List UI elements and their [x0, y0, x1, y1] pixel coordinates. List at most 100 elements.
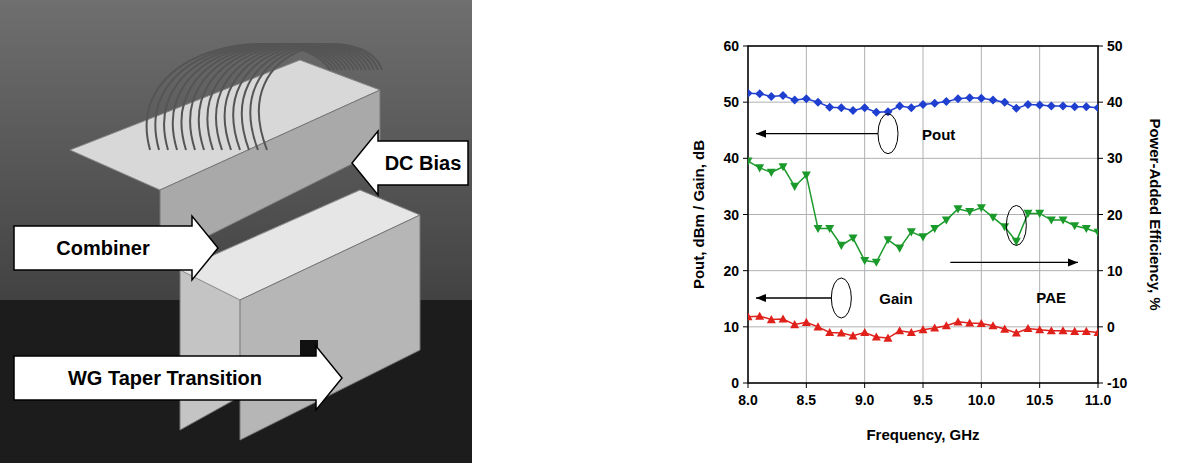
annotation-arrowhead [756, 130, 766, 138]
y-tick-label: 60 [723, 38, 739, 54]
series-marker [860, 328, 869, 336]
series-marker [942, 97, 951, 106]
series-marker [790, 183, 799, 191]
series-marker [802, 94, 811, 103]
y-grid-line [748, 270, 1098, 271]
series-marker [930, 323, 939, 331]
series-marker [767, 169, 776, 177]
annotation-ellipse [878, 114, 898, 154]
series-marker [872, 108, 881, 117]
y-tick-label: 40 [723, 150, 739, 166]
series-marker [755, 312, 764, 320]
series-marker [989, 321, 998, 329]
y-grid-line [748, 158, 1098, 159]
series-marker [1047, 102, 1056, 111]
y-grid-line [748, 214, 1098, 215]
series-marker [989, 95, 998, 104]
series-marker [1035, 100, 1044, 109]
series-marker [919, 233, 928, 241]
y2-tick-label: 10 [1107, 263, 1123, 279]
series-marker [1000, 98, 1009, 107]
y2-tick-label: 50 [1107, 38, 1123, 54]
y2-tick [1098, 46, 1103, 47]
x-tick [806, 383, 807, 388]
series-marker [837, 242, 846, 250]
series-marker [849, 106, 858, 115]
series-marker [814, 98, 823, 107]
series-marker [1082, 225, 1091, 233]
series-marker [802, 318, 811, 326]
series-line [748, 161, 1098, 262]
series-marker [942, 217, 951, 225]
series-marker [1024, 324, 1033, 332]
series-marker [977, 319, 986, 327]
series-marker [1012, 329, 1021, 337]
x-tick-label: 11.0 [1085, 392, 1112, 408]
series-marker [907, 228, 916, 236]
series-marker [837, 103, 846, 112]
series-marker [1059, 326, 1068, 334]
y2-tick [1098, 270, 1103, 271]
y-tick-label: 0 [731, 375, 739, 391]
y-tick [743, 270, 748, 271]
annotation-arrow [756, 133, 878, 134]
series-marker [1024, 100, 1033, 109]
y2-tick [1098, 158, 1103, 159]
series-marker [930, 99, 939, 108]
series-marker [989, 214, 998, 222]
series-marker [814, 225, 823, 233]
series-marker [755, 164, 764, 172]
series-marker [965, 208, 974, 216]
series-marker [802, 172, 811, 180]
callout-arrow [352, 131, 468, 195]
series-marker [930, 225, 939, 233]
series-marker [814, 322, 823, 330]
figure: DC BiasCombinerWG Taper Transition8.08.5… [0, 0, 1183, 463]
series-marker [1047, 217, 1056, 225]
series-marker [895, 326, 904, 334]
y-tick [743, 383, 748, 384]
annotation-arrow [950, 262, 1078, 263]
series-marker [849, 234, 858, 242]
series-marker [790, 320, 799, 328]
series-marker [825, 225, 834, 233]
x-tick-label: 10.5 [1026, 392, 1053, 408]
callout-label: WG Taper Transition [68, 367, 262, 389]
series-marker [919, 325, 928, 333]
series-marker [767, 315, 776, 323]
series-marker [965, 318, 974, 326]
series-marker [1047, 326, 1056, 334]
y2-tick [1098, 383, 1103, 384]
series-marker [1070, 222, 1079, 230]
series-marker [1082, 102, 1091, 111]
y-tick-label: 50 [723, 94, 739, 110]
y-tick [743, 214, 748, 215]
annotations: PoutGainPAE [756, 114, 1078, 318]
annotation-arrowhead [756, 294, 766, 302]
series-marker [965, 93, 974, 102]
bias-wire [250, 44, 378, 150]
series-marker [954, 205, 963, 213]
series-marker [1035, 325, 1044, 333]
series-marker [1094, 229, 1099, 237]
y-tick [743, 158, 748, 159]
y2-tick-label: 40 [1107, 94, 1123, 110]
series-marker [755, 89, 764, 98]
series-marker [907, 103, 916, 112]
x-tick-label: 10.0 [968, 392, 995, 408]
annotation-ellipse [831, 278, 851, 318]
y2-tick-label: 30 [1107, 150, 1123, 166]
series-marker [1094, 103, 1099, 112]
x-tick-label: 9.5 [913, 392, 933, 408]
series-marker [954, 317, 963, 325]
x-tick [864, 383, 865, 388]
series-line [748, 316, 1098, 338]
annotation-arrowhead [1068, 258, 1078, 266]
x-tick [1098, 383, 1099, 388]
series-marker [860, 103, 869, 112]
series-marker [977, 204, 986, 212]
series-marker [1094, 328, 1099, 336]
y-tick-label: 30 [723, 207, 739, 223]
bias-wire [259, 44, 382, 150]
x-tick [1039, 383, 1040, 388]
